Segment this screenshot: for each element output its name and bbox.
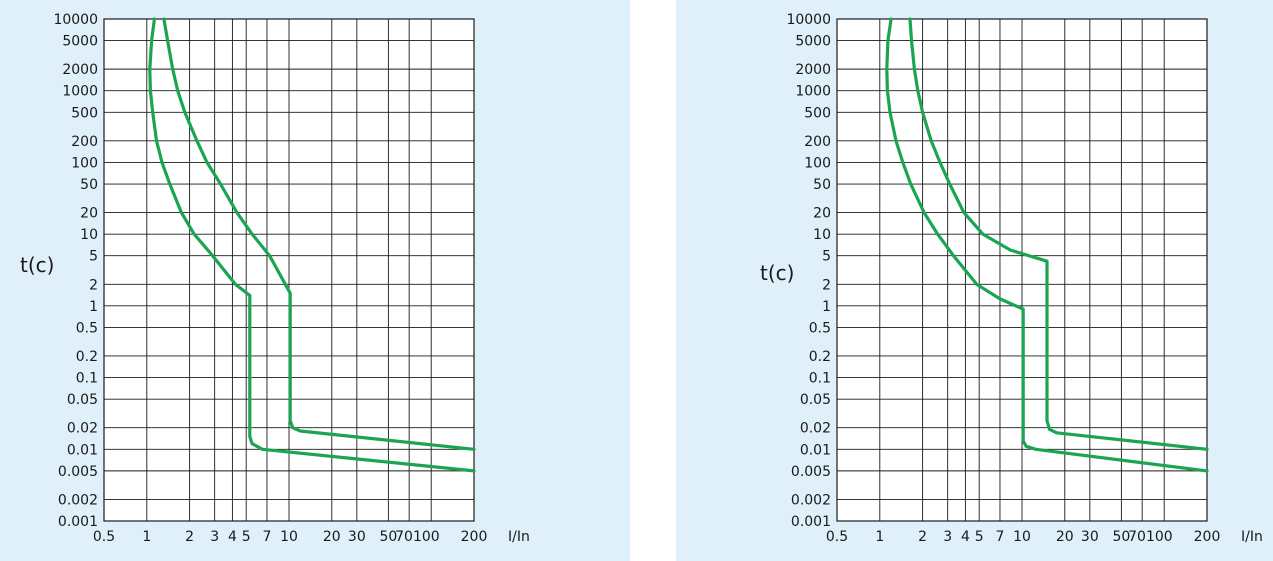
y-axis-label: t(c)	[760, 261, 794, 285]
x-tick-label: 2	[185, 529, 194, 545]
x-tick-label: 200	[1194, 529, 1221, 545]
y-tick-label: 0.05	[67, 392, 98, 408]
y-tick-labels: 0.001 0.002 0.005 0.01 0.02 0.05 0.1 0.2 0.5 1 2 5 1…	[786, 12, 831, 530]
x-tick-label: 30	[348, 529, 366, 545]
y-tick-label: 0.5	[809, 320, 831, 336]
y-tick-label: 0.1	[809, 371, 831, 387]
y-tick-label: 0.01	[800, 442, 831, 458]
plot-frame	[103, 18, 475, 522]
plot-frame	[836, 18, 1208, 522]
y-tick-label: 1	[822, 299, 831, 315]
y-tick-label: 10	[80, 227, 98, 243]
x-tick-label: 0.5	[826, 529, 848, 545]
x-tick-label: 10	[1013, 529, 1031, 545]
trip-curve-1	[885, 17, 1209, 473]
y-tick-label: 50	[813, 177, 831, 193]
y-tick-label: 2	[822, 277, 831, 293]
x-tick-label: 10	[280, 529, 298, 545]
y-tick-label: 20	[813, 206, 831, 222]
x-tick-label: 1	[875, 529, 884, 545]
x-tick-label: 7	[263, 529, 272, 545]
y-tick-label: 0.1	[76, 371, 98, 387]
y-tick-label: 2000	[795, 62, 831, 78]
trip-curve-2	[162, 17, 476, 451]
y-tick-labels: 0.001 0.002 0.005 0.01 0.02 0.05 0.1 0.2 0.5 1 2 5 1…	[53, 12, 98, 530]
x-tick-label: 50	[1112, 529, 1130, 545]
x-tick-label: 50	[379, 529, 397, 545]
grid	[103, 18, 475, 522]
x-tick-label: 4	[228, 529, 237, 545]
x-tick-label: 0.5	[93, 529, 115, 545]
y-tick-label: 0.01	[67, 442, 98, 458]
y-tick-label: 5000	[795, 34, 831, 50]
x-tick-label: 200	[461, 529, 488, 545]
y-tick-label: 0.001	[58, 514, 98, 530]
x-tick-label: 7	[996, 529, 1005, 545]
x-tick-label: 70100	[1128, 529, 1173, 545]
y-tick-label: 0.005	[58, 464, 98, 480]
y-tick-label: 5000	[62, 34, 98, 50]
curves	[885, 17, 1209, 473]
y-tick-label: 0.5	[76, 320, 98, 336]
x-tick-label: 20	[1056, 529, 1074, 545]
x-tick-label: 3	[943, 529, 952, 545]
y-tick-label: 5	[89, 249, 98, 265]
trip-curve-1	[148, 17, 476, 473]
y-tick-label: 50	[80, 177, 98, 193]
y-tick-label: 500	[71, 105, 98, 121]
y-tick-label: 2	[89, 277, 98, 293]
y-tick-label: 5	[822, 249, 831, 265]
y-tick-label: 10000	[786, 12, 831, 28]
y-tick-label: 0.2	[809, 349, 831, 365]
y-tick-label: 200	[71, 134, 98, 150]
chart-left: 0.001 0.002 0.005 0.01 0.02 0.05 0.1 0.2 0.5 1 2 5 1…	[20, 12, 530, 545]
curves	[148, 17, 476, 473]
y-tick-label: 0.001	[791, 514, 831, 530]
y-tick-label: 1000	[795, 84, 831, 100]
y-tick-label: 1000	[62, 84, 98, 100]
chart-right: 0.001 0.002 0.005 0.01 0.02 0.05 0.1 0.2 0.5 1 2 5 1…	[760, 12, 1263, 545]
trip-curve-2	[908, 17, 1209, 451]
x-tick-label: 2	[918, 529, 927, 545]
y-axis-label: t(c)	[20, 253, 54, 277]
y-tick-label: 20	[80, 206, 98, 222]
x-tick-label: 3	[210, 529, 219, 545]
y-tick-label: 100	[71, 155, 98, 171]
y-tick-label: 0.005	[791, 464, 831, 480]
y-tick-label: 1	[89, 299, 98, 315]
y-tick-label: 2000	[62, 62, 98, 78]
y-tick-label: 0.02	[67, 421, 98, 437]
x-tick-label: 5	[975, 529, 984, 545]
y-tick-label: 200	[804, 134, 831, 150]
x-tick-label: 30	[1081, 529, 1099, 545]
x-axis-label: I/In	[1241, 529, 1263, 545]
y-tick-label: 0.002	[791, 492, 831, 508]
y-tick-label: 0.02	[800, 421, 831, 437]
y-tick-label: 0.002	[58, 492, 98, 508]
x-tick-label: 1	[142, 529, 151, 545]
y-tick-label: 10000	[53, 12, 98, 28]
y-tick-label: 10	[813, 227, 831, 243]
y-tick-label: 100	[804, 155, 831, 171]
y-tick-label: 0.2	[76, 349, 98, 365]
x-axis-label: I/In	[508, 529, 530, 545]
y-tick-label: 500	[804, 105, 831, 121]
y-tick-label: 0.05	[800, 392, 831, 408]
x-tick-label: 5	[242, 529, 251, 545]
grid	[836, 18, 1208, 522]
x-tick-label: 70100	[395, 529, 440, 545]
x-tick-label: 4	[961, 529, 970, 545]
x-tick-label: 20	[323, 529, 341, 545]
